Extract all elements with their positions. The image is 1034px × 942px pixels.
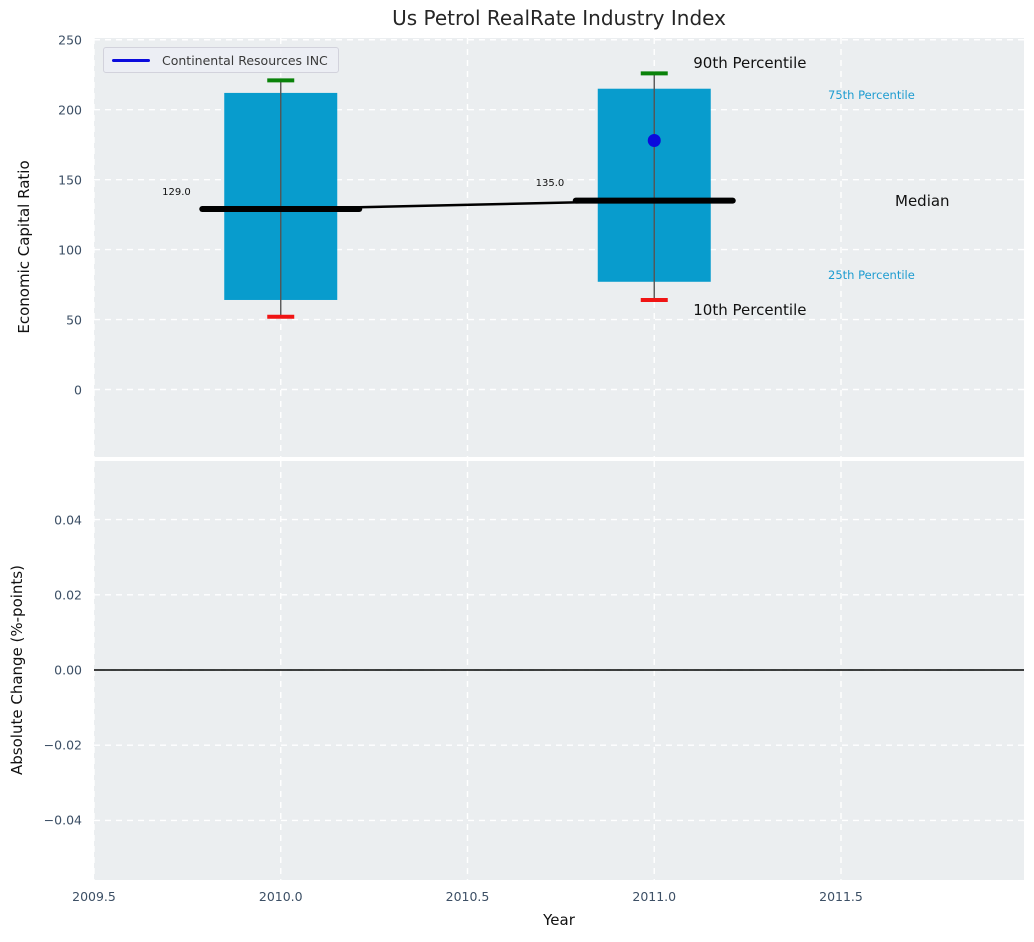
annotation-median: Median bbox=[895, 191, 950, 210]
y-tick-label: 0 bbox=[74, 382, 82, 397]
y-tick-label: −0.02 bbox=[43, 737, 82, 753]
x-tick-label: 2010.5 bbox=[445, 889, 490, 904]
y-axis-label-bottom: Absolute Change (%-points) bbox=[8, 565, 26, 775]
y-tick-label: 200 bbox=[58, 102, 82, 118]
legend-label: Continental Resources INC bbox=[162, 52, 328, 68]
median-value-label-2011: 135.0 bbox=[535, 178, 565, 190]
y-tick-label: 100 bbox=[58, 242, 82, 258]
x-tick-label: 2011.5 bbox=[819, 889, 863, 904]
annotation-25th-percentile: 25th Percentile bbox=[828, 267, 915, 282]
y-tick-label: 50 bbox=[66, 312, 82, 328]
x-axis-label: Year bbox=[543, 911, 575, 929]
legend: Continental Resources INC bbox=[103, 47, 339, 73]
y-axis-label-top: Economic Capital Ratio bbox=[15, 160, 33, 334]
y-tick-label: 0.02 bbox=[54, 587, 82, 603]
annotation-90th-percentile: 90th Percentile bbox=[693, 54, 807, 73]
chart-title: Us Petrol RealRate Industry Index bbox=[392, 6, 726, 30]
annotation-10th-percentile: 10th Percentile bbox=[693, 300, 807, 319]
annotation-75th-percentile: 75th Percentile bbox=[828, 87, 915, 102]
y-tick-label: 250 bbox=[58, 32, 82, 48]
y-tick-label: −0.04 bbox=[43, 812, 82, 828]
x-tick-label: 2011.0 bbox=[632, 889, 677, 904]
y-tick-label: 0.04 bbox=[54, 512, 82, 528]
y-tick-label: 150 bbox=[58, 172, 82, 188]
y-tick-label: 0.00 bbox=[54, 662, 82, 678]
legend-line-swatch bbox=[112, 58, 150, 62]
x-tick-label: 2010.0 bbox=[258, 889, 303, 904]
x-tick-label: 2009.5 bbox=[72, 889, 116, 904]
median-value-label-2010: 129.0 bbox=[162, 186, 191, 198]
